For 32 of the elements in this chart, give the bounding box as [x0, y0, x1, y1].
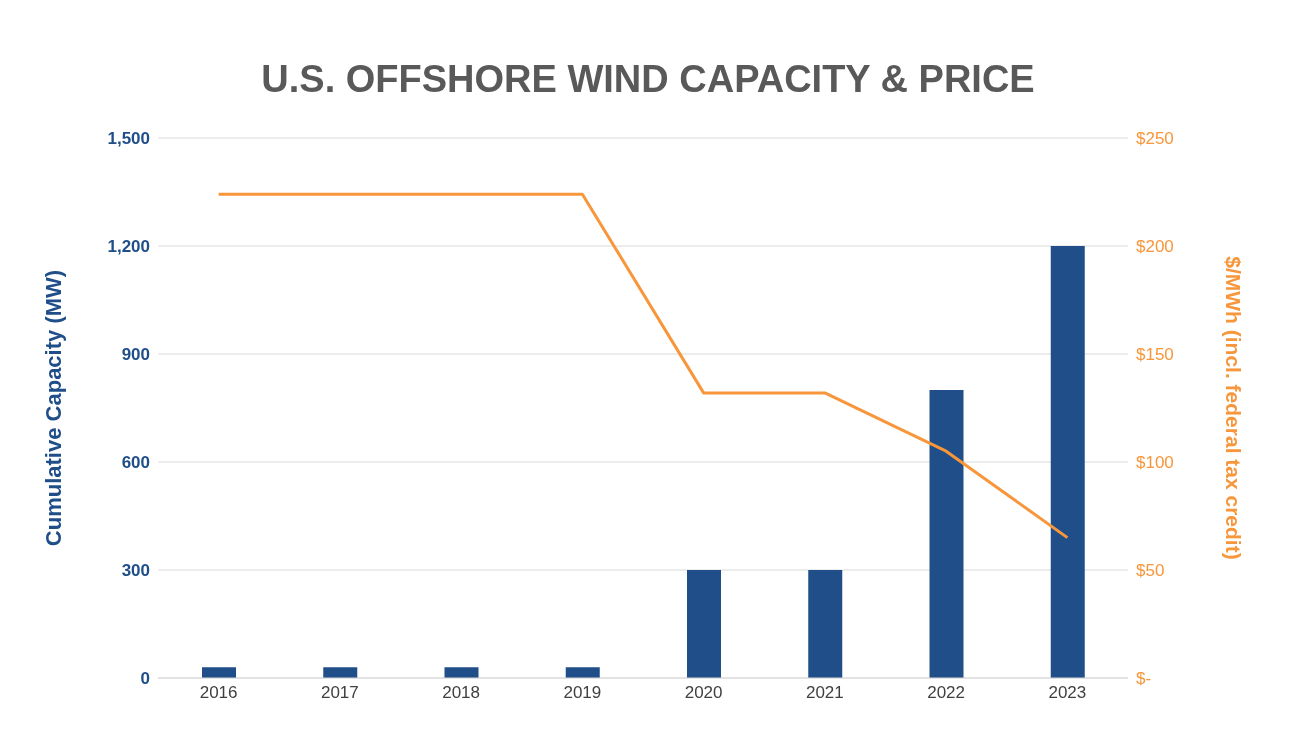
- x-tick-label: 2019: [563, 683, 602, 703]
- bar: [323, 667, 358, 678]
- x-tick-label: 2021: [805, 683, 844, 703]
- x-tick-label: 2022: [927, 683, 966, 703]
- bar: [1050, 246, 1085, 678]
- y2-tick-label: $150: [1136, 345, 1174, 365]
- x-tick-label: 2023: [1048, 683, 1087, 703]
- bar: [687, 570, 721, 678]
- bar: [565, 667, 600, 678]
- x-tick-label: 2018: [442, 683, 481, 703]
- y2-tick-label: $200: [1136, 237, 1174, 257]
- y-axis-title: Cumulative Capacity (MW): [40, 269, 66, 547]
- chart-title: U.S. OFFSHORE WIND CAPACITY & PRICE: [260, 57, 1036, 102]
- y-tick-label: 1,500: [107, 129, 150, 149]
- y-tick-label: 900: [121, 345, 150, 365]
- x-tick-label: 2017: [320, 683, 359, 703]
- bar: [808, 570, 843, 678]
- bar: [929, 390, 964, 678]
- bar: [444, 667, 479, 678]
- y2-tick-label: $100: [1136, 453, 1174, 473]
- y-tick-label: 600: [121, 453, 150, 473]
- bar: [202, 667, 236, 678]
- y2-axis-title: $/MWh (incl. federal tax credit): [1221, 256, 1245, 560]
- y-tick-label: 1,200: [107, 237, 150, 257]
- y-tick-label: 300: [121, 561, 150, 581]
- line-series: [217, 192, 1069, 540]
- y2-tick-label: $250: [1136, 129, 1174, 149]
- y2-tick-label: $50: [1136, 561, 1165, 581]
- y-tick-label: 0: [140, 669, 150, 689]
- y2-tick-label: $-: [1136, 669, 1152, 689]
- x-tick-label: 2020: [684, 683, 723, 703]
- x-tick-label: 2016: [199, 683, 238, 703]
